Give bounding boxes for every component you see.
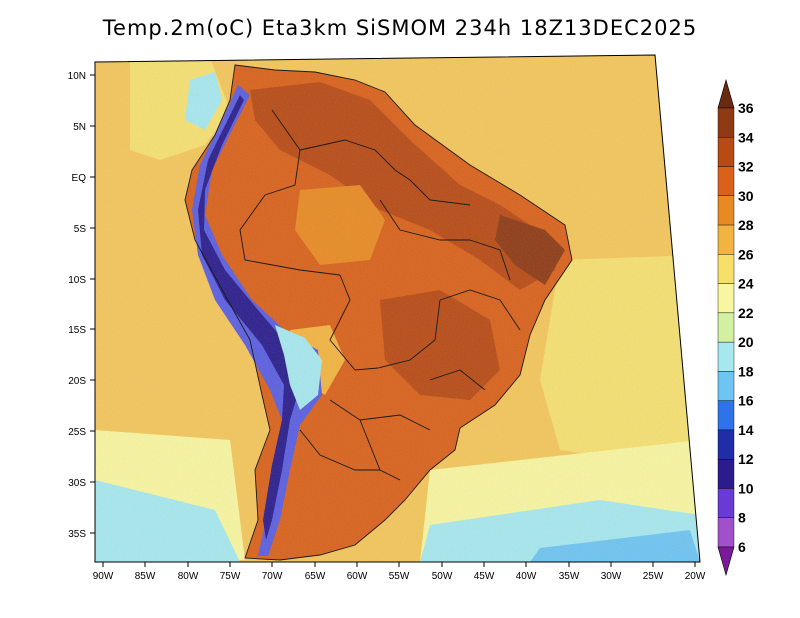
colorbar-label: 22	[738, 305, 754, 321]
colorbar-label: 6	[738, 539, 746, 555]
lon-label: 45W	[474, 571, 495, 582]
lat-label: 15S	[68, 325, 86, 336]
map-title: Temp.2m(oC) Eta3km SiSMOM 234h 18Z13DEC2…	[102, 16, 698, 40]
colorbar-label: 24	[738, 276, 754, 292]
lon-label: 60W	[347, 571, 368, 582]
colorbar-segment	[717, 195, 735, 226]
colorbar-segment	[717, 371, 735, 401]
lat-label: 35S	[68, 529, 86, 540]
colorbar: 36 34 32 30 28 26 24 22 20 18 16 14 12 10 8 6	[717, 78, 754, 577]
lat-label: 25S	[68, 427, 86, 438]
colorbar-label: 26	[738, 246, 754, 262]
colorbar-bottom-arrow	[717, 546, 735, 577]
colorbar-label: 34	[738, 129, 754, 145]
plot-frame	[94, 54, 701, 563]
lon-label: 35W	[559, 571, 580, 582]
colorbar-label: 10	[738, 480, 754, 496]
lat-label: 10S	[68, 275, 86, 286]
colorbar-top-arrow	[717, 78, 735, 109]
lon-label: 65W	[305, 571, 326, 582]
lat-label: 5N	[73, 122, 86, 133]
colorbar-segment	[717, 166, 735, 197]
colorbar-segment	[717, 224, 735, 255]
colorbar-segment	[717, 429, 735, 460]
lat-label: 5S	[74, 224, 87, 235]
lon-label: 30W	[601, 571, 622, 582]
colorbar-label: 18	[738, 363, 754, 379]
lon-label: 70W	[262, 571, 283, 582]
colorbar-label: 12	[738, 451, 754, 467]
lon-label: 55W	[389, 571, 410, 582]
lon-label: 20W	[685, 571, 706, 582]
colorbar-segment	[717, 254, 735, 284]
colorbar-segment	[717, 517, 735, 548]
noise-texture	[95, 55, 700, 562]
lat-label: 30S	[68, 478, 86, 489]
lon-label: 75W	[220, 571, 241, 582]
colorbar-segment	[717, 107, 735, 138]
colorbar-label: 16	[738, 393, 754, 409]
colorbar-label: 20	[738, 334, 754, 350]
colorbar-segment	[717, 488, 735, 518]
colorbar-segment	[717, 283, 735, 314]
colorbar-segment	[717, 459, 735, 489]
lon-label: 40W	[516, 571, 537, 582]
longitude-axis: 90W 85W 80W 75W 70W 65W 60W 55W 50W 45W …	[93, 562, 706, 582]
lon-label: 50W	[432, 571, 453, 582]
colorbar-segment	[717, 312, 735, 343]
colorbar-label: 28	[738, 217, 754, 233]
lat-label: 20S	[68, 376, 86, 387]
lon-label: 25W	[643, 571, 664, 582]
lon-label: 90W	[93, 571, 114, 582]
lat-label: EQ	[72, 173, 87, 184]
colorbar-segment	[717, 137, 735, 167]
lat-label: 10N	[68, 71, 86, 82]
latitude-axis: 10N 5N EQ 5S 10S 15S 20S 25S 30S 35S	[68, 71, 95, 540]
lon-label: 80W	[178, 571, 199, 582]
colorbar-segment	[717, 341, 735, 372]
colorbar-segment	[717, 400, 735, 431]
colorbar-label: 14	[738, 422, 754, 438]
colorbar-label: 30	[738, 188, 754, 204]
colorbar-label: 36	[738, 100, 754, 116]
colorbar-label: 32	[738, 159, 754, 175]
plot-area	[95, 55, 700, 562]
colorbar-label: 8	[738, 510, 746, 526]
lon-label: 85W	[135, 571, 156, 582]
country-borders	[184, 64, 573, 561]
